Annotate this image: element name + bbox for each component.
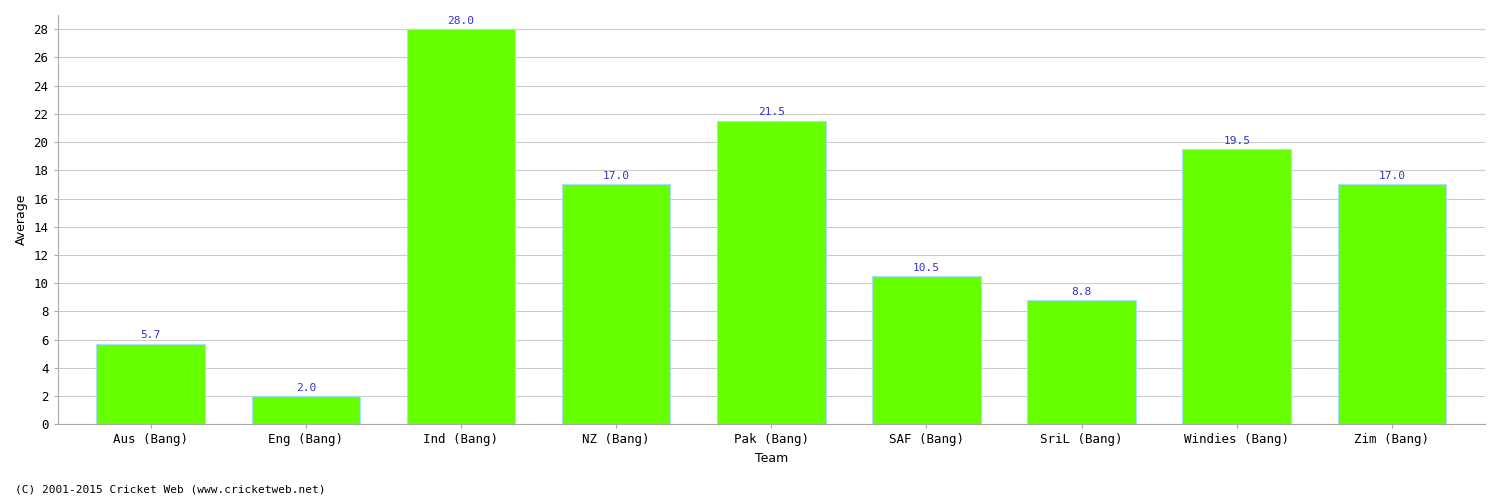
X-axis label: Team: Team <box>754 452 788 465</box>
Bar <box>562 184 670 424</box>
Text: 5.7: 5.7 <box>141 330 160 340</box>
Bar <box>871 276 981 424</box>
Text: 17.0: 17.0 <box>603 171 630 181</box>
Text: 10.5: 10.5 <box>914 262 940 272</box>
Bar <box>252 396 360 424</box>
Text: 19.5: 19.5 <box>1224 136 1251 145</box>
Y-axis label: Average: Average <box>15 194 28 246</box>
Text: 17.0: 17.0 <box>1378 171 1406 181</box>
Text: (C) 2001-2015 Cricket Web (www.cricketweb.net): (C) 2001-2015 Cricket Web (www.cricketwe… <box>15 485 326 495</box>
Text: 21.5: 21.5 <box>758 108 784 118</box>
Text: 28.0: 28.0 <box>447 16 474 26</box>
Text: 2.0: 2.0 <box>296 382 316 392</box>
Bar <box>1182 149 1292 424</box>
Bar <box>96 344 206 424</box>
Bar <box>1338 184 1446 424</box>
Bar <box>406 29 516 424</box>
Bar <box>1028 300 1136 424</box>
Bar <box>717 121 825 424</box>
Text: 8.8: 8.8 <box>1071 286 1092 296</box>
